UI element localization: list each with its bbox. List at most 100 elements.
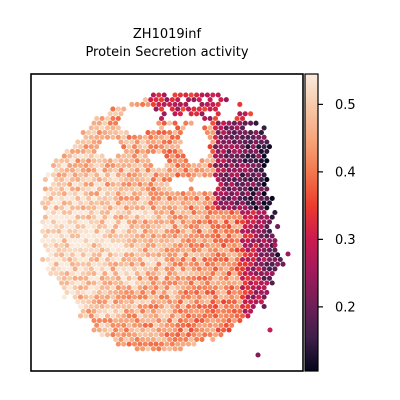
- data-point: [48, 195, 54, 201]
- data-point: [188, 242, 194, 248]
- data-point: [131, 322, 138, 328]
- data-point: [255, 352, 261, 358]
- data-point: [59, 158, 65, 164]
- data-point: [167, 318, 173, 324]
- data-point: [237, 224, 243, 230]
- data-point: [140, 289, 146, 295]
- data-point: [59, 224, 65, 230]
- data-point: [59, 167, 65, 173]
- data-point: [110, 209, 116, 216]
- data-point: [215, 186, 221, 192]
- data-point: [183, 233, 189, 239]
- data-point: [131, 275, 138, 281]
- data-point: [118, 167, 124, 173]
- data-point: [221, 252, 227, 258]
- data-point: [113, 242, 119, 248]
- data-point: [202, 256, 208, 263]
- data-point: [177, 195, 183, 201]
- data-point: [113, 233, 119, 239]
- data-point: [183, 158, 189, 164]
- data-point: [153, 191, 159, 197]
- data-point: [67, 219, 73, 225]
- data-point: [42, 242, 48, 248]
- data-point: [118, 214, 124, 220]
- data-point: [180, 313, 186, 319]
- data-point: [59, 261, 65, 267]
- data-point: [161, 130, 167, 136]
- data-point: [199, 299, 205, 305]
- data-point: [221, 130, 227, 136]
- data-point: [145, 299, 151, 305]
- data-point: [50, 209, 57, 216]
- data-point: [185, 191, 192, 197]
- data-point: [231, 289, 237, 295]
- data-point: [194, 261, 200, 267]
- data-point: [96, 280, 102, 286]
- data-point: [142, 191, 148, 197]
- data-point: [118, 139, 124, 145]
- data-point: [42, 224, 48, 230]
- data-point: [264, 233, 270, 239]
- data-point: [218, 322, 224, 328]
- data-point: [94, 303, 100, 310]
- data-point: [113, 261, 119, 267]
- data-point: [86, 308, 92, 314]
- data-point: [145, 130, 151, 136]
- data-point: [137, 238, 143, 244]
- data-point: [248, 195, 254, 201]
- data-point: [188, 261, 194, 267]
- data-point: [177, 346, 183, 352]
- data-point: [153, 97, 159, 103]
- data-point: [150, 308, 156, 314]
- data-point: [53, 205, 59, 211]
- data-point: [226, 233, 232, 239]
- data-point: [161, 101, 167, 107]
- data-point: [158, 209, 165, 216]
- data-point: [45, 172, 51, 178]
- data-point: [91, 214, 97, 220]
- data-point: [137, 322, 143, 328]
- data-point: [231, 224, 237, 230]
- data-point: [75, 158, 81, 164]
- data-point: [221, 224, 227, 230]
- data-point: [169, 144, 175, 150]
- data-point: [96, 327, 102, 333]
- data-point: [229, 162, 235, 169]
- colorbar-tick-label: 0.2: [335, 300, 356, 315]
- data-point: [231, 308, 237, 314]
- data-point: [83, 181, 89, 187]
- data-point: [131, 181, 138, 187]
- data-point: [134, 195, 140, 201]
- data-point: [229, 125, 235, 131]
- data-point: [99, 134, 105, 140]
- data-point: [61, 153, 67, 159]
- data-point: [153, 247, 159, 253]
- data-point: [215, 233, 221, 239]
- data-point: [94, 162, 100, 169]
- data-point: [264, 280, 270, 286]
- data-point: [210, 120, 216, 126]
- data-point: [223, 134, 229, 140]
- data-point: [239, 247, 246, 253]
- data-point: [183, 289, 189, 295]
- data-point: [167, 261, 173, 267]
- data-point: [264, 252, 270, 258]
- data-point: [126, 341, 132, 347]
- data-point: [202, 285, 208, 291]
- data-point: [148, 275, 154, 281]
- data-point: [188, 167, 194, 173]
- data-point: [129, 271, 135, 277]
- data-point: [129, 148, 135, 154]
- data-point: [69, 224, 75, 230]
- data-point: [212, 153, 219, 159]
- data-point: [161, 167, 167, 173]
- data-point: [156, 346, 162, 352]
- data-point: [140, 139, 146, 145]
- data-point: [210, 271, 216, 277]
- data-point: [134, 177, 140, 183]
- data-point: [250, 275, 256, 281]
- data-point: [258, 261, 264, 267]
- data-point: [264, 177, 270, 183]
- data-point: [237, 167, 243, 173]
- data-point: [185, 247, 192, 253]
